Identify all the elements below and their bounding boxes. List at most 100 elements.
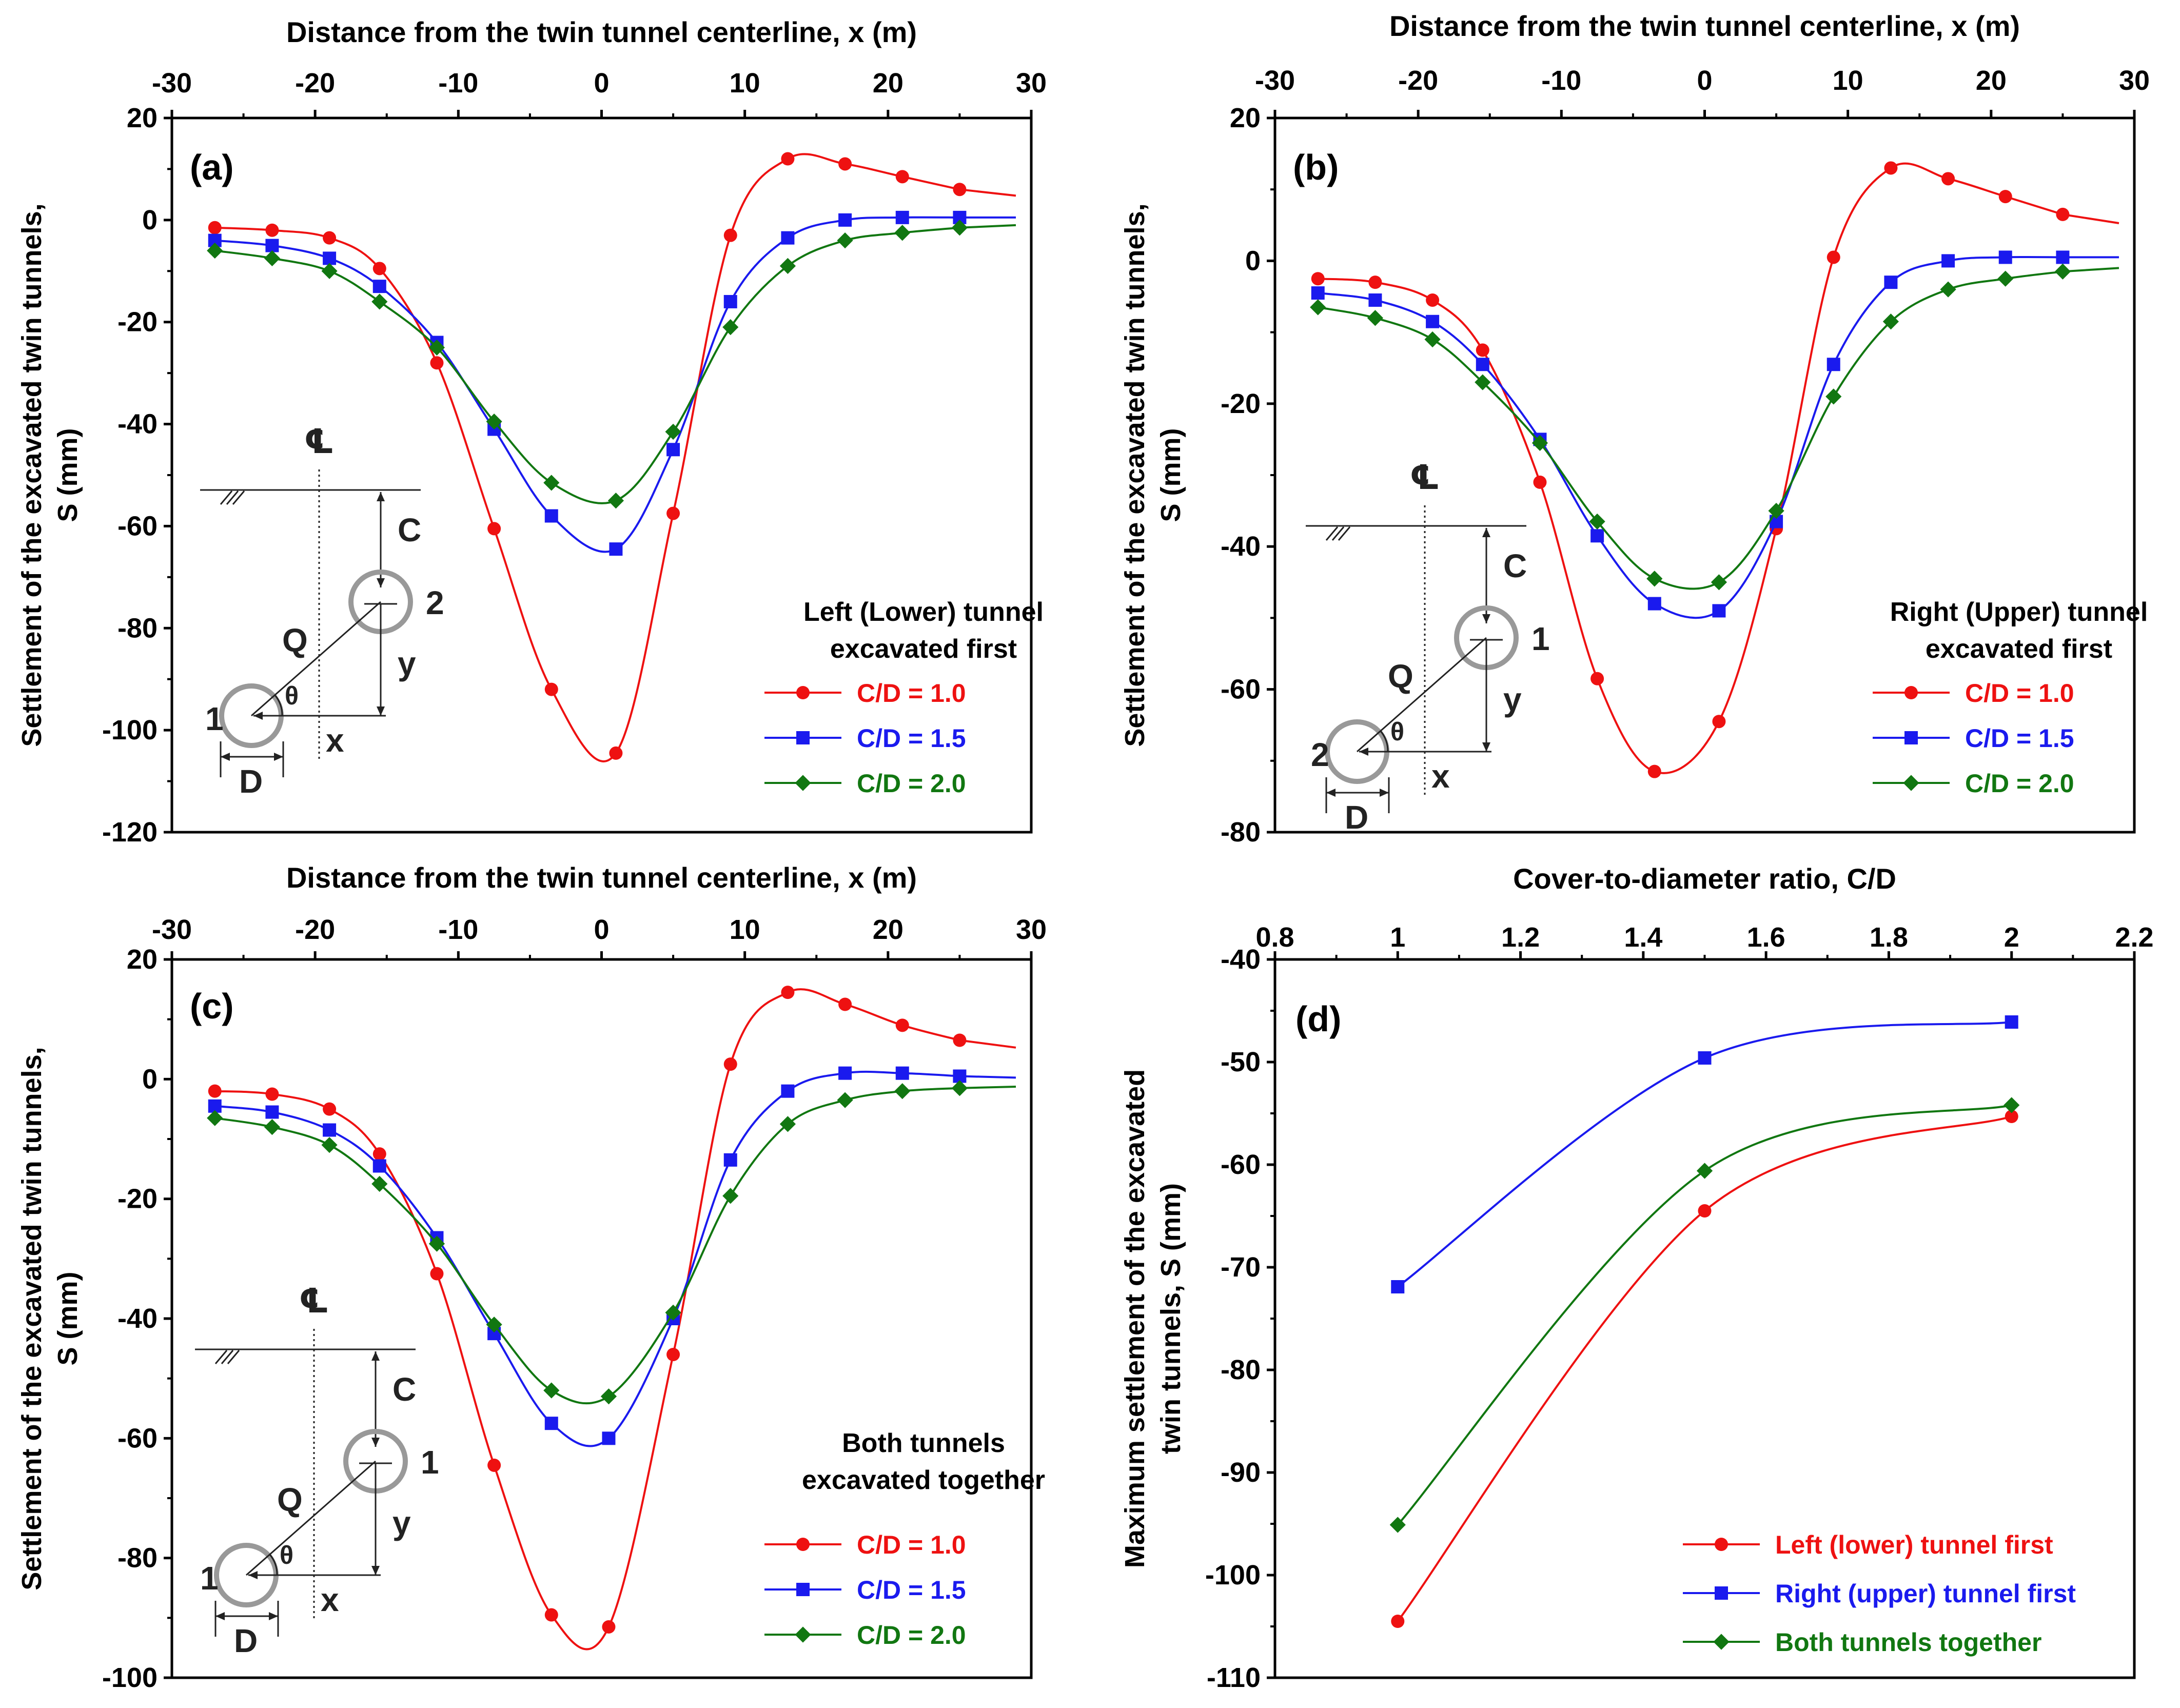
y-tick-label: -40 bbox=[117, 1303, 158, 1334]
legend-label: C/D = 1.0 bbox=[857, 679, 966, 708]
legend-title-line1: Both tunnels bbox=[842, 1428, 1005, 1458]
centerline-label: ℄ bbox=[1409, 458, 1440, 496]
data-point-square bbox=[372, 1159, 386, 1173]
x-tick-label: 0 bbox=[594, 914, 609, 945]
upper-tunnel-number: 1 bbox=[421, 1444, 439, 1481]
series-circle bbox=[208, 152, 1016, 762]
y-tick-label: -20 bbox=[117, 307, 158, 338]
arrowhead-icon bbox=[1482, 742, 1490, 752]
data-point-diamond bbox=[1531, 435, 1548, 451]
data-point-diamond bbox=[207, 1110, 223, 1126]
x-tick-label: 2 bbox=[2004, 922, 2019, 953]
series-line bbox=[1397, 1104, 2012, 1526]
data-point-circle bbox=[895, 1018, 909, 1032]
series-line bbox=[1318, 162, 2119, 774]
data-point-square bbox=[1941, 254, 1955, 268]
x-axis-label: Distance from the twin tunnel centerline… bbox=[1389, 10, 2020, 42]
q-label: Q bbox=[282, 622, 308, 659]
data-point-diamond bbox=[1711, 574, 1727, 591]
x-axis-label: Distance from the twin tunnel centerline… bbox=[286, 16, 917, 48]
data-point-diamond bbox=[371, 1175, 388, 1192]
arrowhead-icon bbox=[221, 753, 230, 761]
data-point-diamond bbox=[837, 1092, 853, 1108]
x-tick-label: 10 bbox=[1833, 65, 1863, 96]
data-point-diamond bbox=[779, 258, 796, 274]
arrowhead-icon bbox=[215, 1612, 225, 1620]
y-label: y bbox=[1503, 681, 1522, 718]
centerline-label: ℄ bbox=[304, 422, 334, 460]
data-point-circle bbox=[1590, 672, 1604, 685]
arrowhead-icon bbox=[1359, 748, 1368, 756]
series-line bbox=[214, 153, 1016, 762]
data-point-square bbox=[1476, 358, 1489, 371]
data-point-diamond bbox=[600, 1388, 617, 1405]
panel-label: (c) bbox=[190, 986, 234, 1026]
series-circle bbox=[208, 986, 1016, 1651]
series-line bbox=[1397, 1115, 2012, 1622]
upper-tunnel-number: 2 bbox=[426, 584, 444, 621]
arrowhead-icon bbox=[371, 1351, 380, 1361]
y-tick-label: 20 bbox=[127, 103, 158, 133]
data-point-diamond bbox=[1940, 281, 1956, 298]
y-tick-label: -20 bbox=[1221, 388, 1261, 419]
theta-label: θ bbox=[280, 1541, 293, 1569]
data-point-diamond bbox=[264, 250, 281, 267]
data-point-circle bbox=[1884, 161, 1898, 175]
data-point-circle bbox=[796, 686, 810, 699]
centerline-label: ℄ bbox=[299, 1282, 329, 1320]
data-point-circle bbox=[430, 356, 444, 370]
y-tick-label: -80 bbox=[1221, 817, 1261, 848]
data-point-square bbox=[796, 731, 810, 744]
y-tick-label: -70 bbox=[1221, 1252, 1261, 1283]
q-label: Q bbox=[1388, 658, 1413, 695]
arrowhead-icon bbox=[1482, 614, 1490, 623]
y-axis-label-line2: S (mm) bbox=[52, 428, 83, 522]
data-point-diamond bbox=[1367, 310, 1384, 326]
x-tick-label: 1.8 bbox=[1870, 922, 1908, 953]
data-point-diamond bbox=[2054, 263, 2071, 280]
panel-label: (b) bbox=[1293, 147, 1339, 187]
y-tick-label: -100 bbox=[102, 715, 158, 745]
data-point-square bbox=[838, 213, 852, 227]
x-tick-label: 20 bbox=[873, 914, 904, 945]
y-axis-label-line2: twin tunnels, S (mm) bbox=[1155, 1183, 1186, 1454]
data-point-diamond bbox=[951, 220, 968, 236]
data-point-circle bbox=[372, 262, 386, 276]
x-tick-label: 0.8 bbox=[1255, 922, 1294, 953]
arrowhead-icon bbox=[377, 706, 385, 716]
data-point-circle bbox=[265, 1087, 279, 1101]
theta-arc bbox=[269, 1554, 278, 1576]
q-line bbox=[246, 1460, 376, 1576]
y-label: y bbox=[392, 1504, 411, 1541]
data-point-diamond bbox=[321, 1137, 338, 1153]
x-tick-label: 1.2 bbox=[1501, 922, 1540, 953]
data-point-diamond bbox=[1903, 775, 1919, 791]
data-point-diamond bbox=[894, 225, 911, 241]
data-point-circle bbox=[781, 986, 795, 999]
data-point-diamond bbox=[779, 1116, 796, 1132]
x-tick-label: 10 bbox=[730, 914, 760, 945]
data-point-diamond bbox=[722, 319, 739, 336]
data-point-square bbox=[781, 231, 795, 245]
x-tick-label: 0 bbox=[1697, 65, 1712, 96]
lower-tunnel-number: 1 bbox=[205, 700, 224, 737]
x-label: x bbox=[1431, 758, 1450, 795]
series-diamond bbox=[1389, 1097, 2020, 1533]
x-axis-label: Cover-to-diameter ratio, C/D bbox=[1513, 862, 1896, 895]
x-tick-label: -20 bbox=[295, 68, 335, 99]
data-point-circle bbox=[1904, 686, 1918, 699]
y-tick-label: 20 bbox=[1230, 103, 1261, 133]
d-label: D bbox=[234, 1622, 258, 1659]
y-label: y bbox=[398, 645, 416, 682]
x-tick-label: 2.2 bbox=[2115, 922, 2153, 953]
arrowhead-icon bbox=[1482, 528, 1490, 537]
data-point-circle bbox=[487, 522, 501, 536]
data-point-square bbox=[895, 1066, 909, 1080]
data-point-square bbox=[1715, 1586, 1728, 1600]
series-line bbox=[214, 224, 1016, 504]
data-point-square bbox=[1426, 315, 1440, 328]
y-axis-label-line2: S (mm) bbox=[1155, 428, 1186, 522]
data-point-circle bbox=[1533, 475, 1547, 489]
x-tick-label: -30 bbox=[1255, 65, 1295, 96]
